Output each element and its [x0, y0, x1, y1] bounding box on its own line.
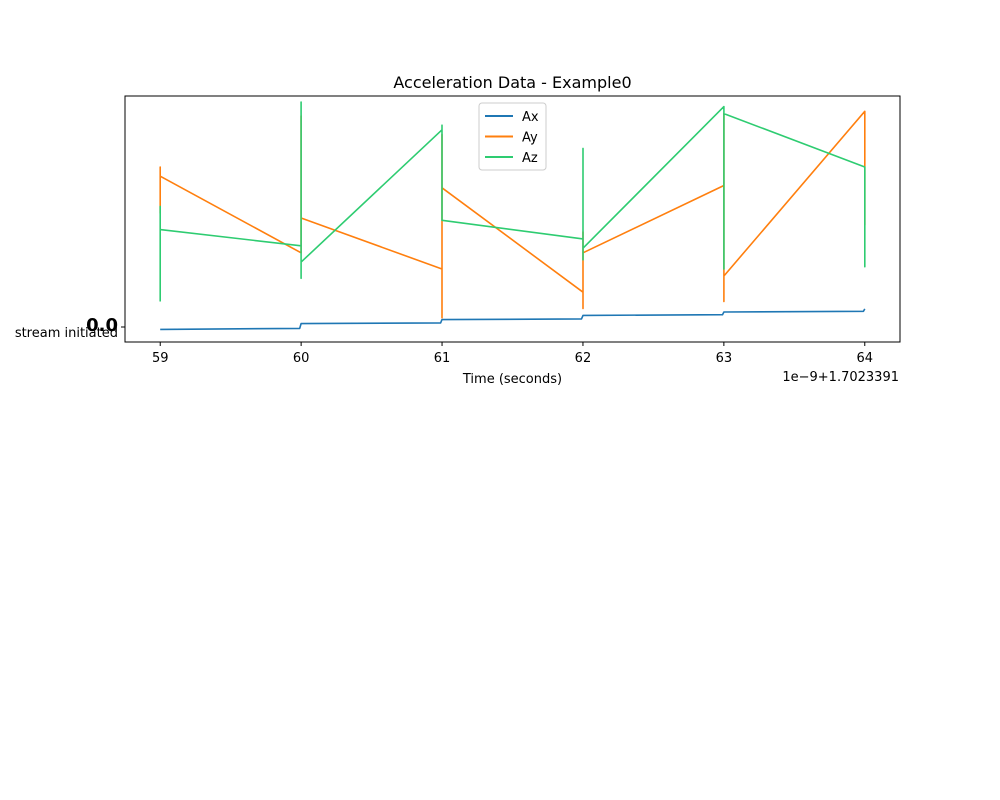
series-line-az — [159, 101, 866, 302]
y-overlap-label: 0.0 — [86, 315, 118, 336]
chart-title: Acceleration Data - Example0 — [393, 73, 631, 92]
axes-frame — [124, 95, 901, 343]
x-offset-label: 1e−9+1.7023391 — [782, 370, 899, 385]
x-axis: 59 60 61 62 63 64 — [152, 342, 873, 366]
x-tick-label: 60 — [293, 351, 310, 366]
legend-label-ax: Ax — [522, 110, 539, 125]
x-tick-label: 61 — [434, 351, 451, 366]
y-axis: 0.0 stream initiated — [15, 315, 125, 341]
legend-label-ay: Ay — [522, 131, 538, 146]
x-tick-label: 59 — [152, 351, 169, 366]
x-axis-label: Time (seconds) — [462, 372, 562, 387]
plot-area — [159, 101, 866, 331]
series-line-ax — [160, 308, 866, 331]
y-tick-label: stream initiated — [15, 326, 118, 341]
x-tick-label: 62 — [575, 351, 592, 366]
legend-label-az: Az — [522, 151, 538, 166]
x-tick-label: 64 — [856, 351, 873, 366]
x-tick-label: 63 — [716, 351, 733, 366]
legend: Ax Ay Az — [478, 102, 547, 171]
